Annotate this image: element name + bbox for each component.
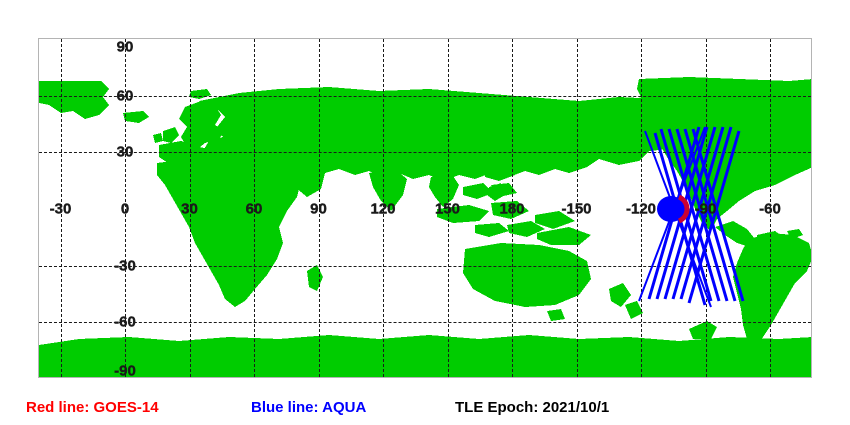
legend: Red line: GOES-14 Blue line: AQUA TLE Ep… [0, 396, 850, 420]
lat-tick-label: 60 [116, 87, 134, 105]
world-map-plot: -30 0 30 60 90 120 150 180 -150 -120 -90 -60 90 60 30 -… [38, 38, 812, 378]
legend-aqua: Blue line: AQUA [251, 399, 367, 416]
lon-tick-label: 180 [499, 200, 525, 218]
lon-tick-label: 150 [434, 200, 461, 218]
lon-tick-label: -120 [625, 200, 657, 218]
lon-tick-label: -90 [694, 200, 717, 218]
lon-tick-label: 60 [245, 200, 263, 218]
land-polygons [39, 77, 811, 377]
lat-tick-label: 90 [116, 38, 134, 56]
lon-tick-label: -30 [49, 200, 72, 218]
lat-tick-label: -30 [114, 257, 136, 275]
lon-tick-label: -60 [759, 200, 781, 218]
legend-tle-epoch: TLE Epoch: 2021/10/1 [455, 399, 610, 416]
legend-goes14: Red line: GOES-14 [26, 399, 159, 416]
lon-tick-label: 90 [310, 200, 327, 218]
lon-tick-label: -150 [561, 200, 592, 218]
lon-tick-label: 30 [181, 200, 198, 218]
lat-tick-label: 30 [116, 143, 134, 161]
lon-tick-label: 120 [370, 200, 396, 218]
lat-tick-label: -90 [114, 362, 136, 378]
lat-tick-label: -60 [114, 313, 136, 331]
lon-tick-label: 0 [120, 200, 130, 218]
